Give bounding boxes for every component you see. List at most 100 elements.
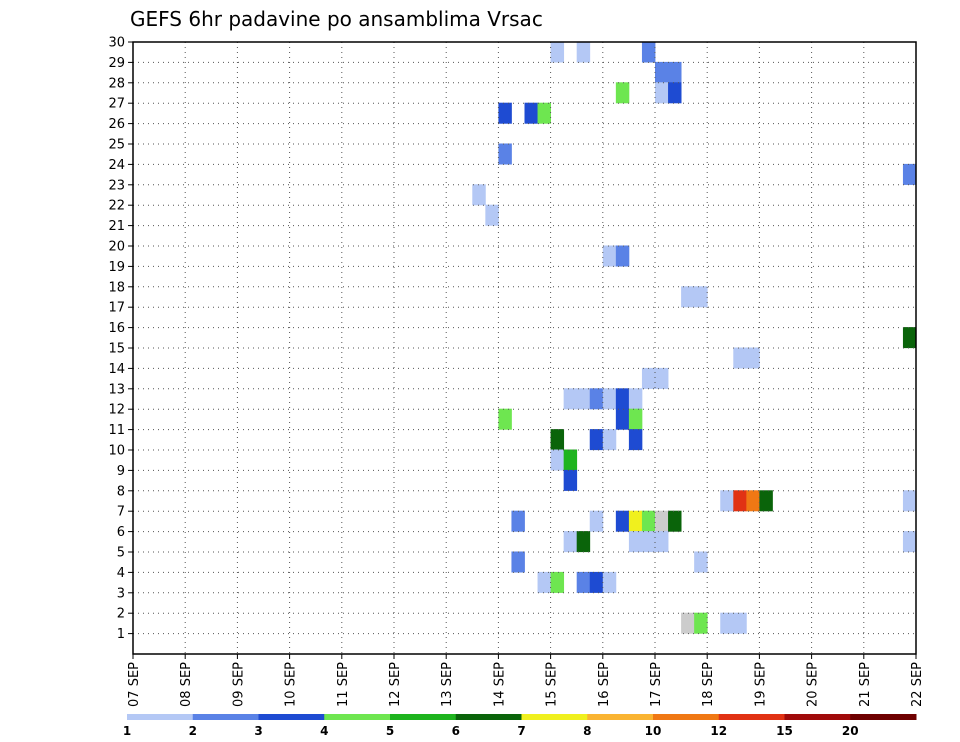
- y-tick-label: 1: [117, 627, 125, 642]
- y-tick-label: 7: [117, 505, 125, 520]
- data-cell: [655, 367, 669, 389]
- data-cell: [602, 388, 617, 410]
- legend-label: 20: [842, 724, 859, 738]
- legend: 1 2 3 4 5 6 7 8 10 12 15 20: [123, 714, 917, 738]
- data-cell: [563, 531, 578, 553]
- data-cell: [902, 531, 917, 553]
- data-cell: [746, 347, 760, 369]
- data-cell: [589, 388, 604, 410]
- data-cells: [472, 41, 917, 634]
- x-tick-label: 14 SEP: [492, 662, 507, 707]
- y-tick-label: 25: [108, 138, 125, 153]
- data-cell: [550, 571, 565, 593]
- legend-swatch: [127, 714, 194, 720]
- data-cell: [694, 286, 708, 308]
- data-cell: [628, 388, 643, 410]
- data-cell: [550, 429, 565, 451]
- legend-swatch: [784, 714, 851, 720]
- data-cell: [641, 510, 656, 532]
- y-tick-label: 8: [117, 484, 125, 499]
- data-cell: [563, 469, 578, 491]
- y-tick-label: 14: [108, 362, 125, 377]
- y-tick-label: 20: [108, 240, 125, 255]
- data-cell: [537, 571, 551, 593]
- legend-label: 8: [583, 724, 591, 738]
- data-cell: [733, 490, 747, 512]
- data-cell: [628, 408, 643, 430]
- y-tick-label: 6: [117, 525, 125, 540]
- x-tick-label: 17 SEP: [649, 662, 664, 707]
- data-cell: [733, 347, 747, 369]
- data-cell: [668, 61, 682, 83]
- data-cell: [641, 531, 656, 553]
- data-cell: [681, 286, 695, 308]
- data-cell: [537, 102, 551, 124]
- legend-swatch: [258, 714, 325, 720]
- data-cell: [485, 204, 499, 226]
- data-cell: [615, 408, 630, 430]
- legend-swatch: [324, 714, 391, 720]
- legend-label: 2: [189, 724, 197, 738]
- data-cell: [902, 163, 917, 185]
- x-tick-label: 16 SEP: [597, 662, 612, 707]
- data-cell: [498, 143, 512, 165]
- data-cell: [472, 184, 486, 206]
- legend-label: 7: [517, 724, 525, 738]
- data-cell: [720, 490, 734, 512]
- legend-label: 1: [123, 724, 131, 738]
- data-cell: [759, 490, 773, 512]
- data-cell: [615, 82, 630, 104]
- x-tick-label: 11 SEP: [336, 662, 351, 707]
- data-cell: [576, 571, 591, 593]
- y-tick-label: 5: [117, 546, 125, 561]
- x-tick-label: 13 SEP: [440, 662, 455, 707]
- y-tick-label: 19: [108, 260, 125, 275]
- legend-label: 5: [386, 724, 394, 738]
- x-tick-label: 21 SEP: [858, 662, 873, 707]
- data-cell: [615, 245, 630, 267]
- y-tick-label: 30: [108, 36, 125, 51]
- data-cell: [589, 510, 604, 532]
- x-tick-label: 12 SEP: [388, 662, 403, 707]
- y-tick-label: 27: [108, 97, 125, 112]
- data-cell: [602, 429, 617, 451]
- data-cell: [694, 612, 708, 634]
- data-cell: [655, 531, 669, 553]
- data-cell: [628, 531, 643, 553]
- x-tick-label: 07 SEP: [127, 662, 142, 707]
- x-tick-label: 20 SEP: [806, 662, 821, 707]
- data-cell: [511, 551, 525, 573]
- data-cell: [589, 571, 604, 593]
- y-tick-label: 9: [117, 464, 125, 479]
- y-tick-label: 24: [108, 158, 125, 173]
- data-cell: [681, 612, 695, 634]
- x-tick-label: 08 SEP: [179, 662, 194, 707]
- data-cell: [563, 449, 578, 471]
- legend-swatch: [521, 714, 588, 720]
- legend-label: 4: [320, 724, 328, 738]
- legend-label: 3: [254, 724, 262, 738]
- data-cell: [641, 41, 656, 63]
- y-tick-label: 23: [108, 178, 125, 193]
- data-cell: [902, 327, 917, 349]
- y-tick-label: 11: [108, 423, 125, 438]
- legend-swatch: [587, 714, 654, 720]
- legend-label: 6: [452, 724, 460, 738]
- legend-swatch: [192, 714, 259, 720]
- y-tick-label: 4: [117, 566, 125, 581]
- y-tick-label: 28: [108, 76, 125, 91]
- data-cell: [746, 490, 760, 512]
- data-cell: [602, 571, 617, 593]
- y-tick-label: 22: [108, 199, 125, 214]
- y-tick-label: 13: [108, 382, 125, 397]
- data-cell: [550, 41, 565, 63]
- data-cell: [655, 61, 669, 83]
- data-cell: [524, 102, 538, 124]
- y-tick-label: 15: [108, 342, 125, 357]
- data-cell: [641, 367, 656, 389]
- x-tick-label: 18 SEP: [701, 662, 716, 707]
- data-cell: [628, 510, 643, 532]
- data-cell: [576, 531, 591, 553]
- y-tick-label: 12: [108, 403, 125, 418]
